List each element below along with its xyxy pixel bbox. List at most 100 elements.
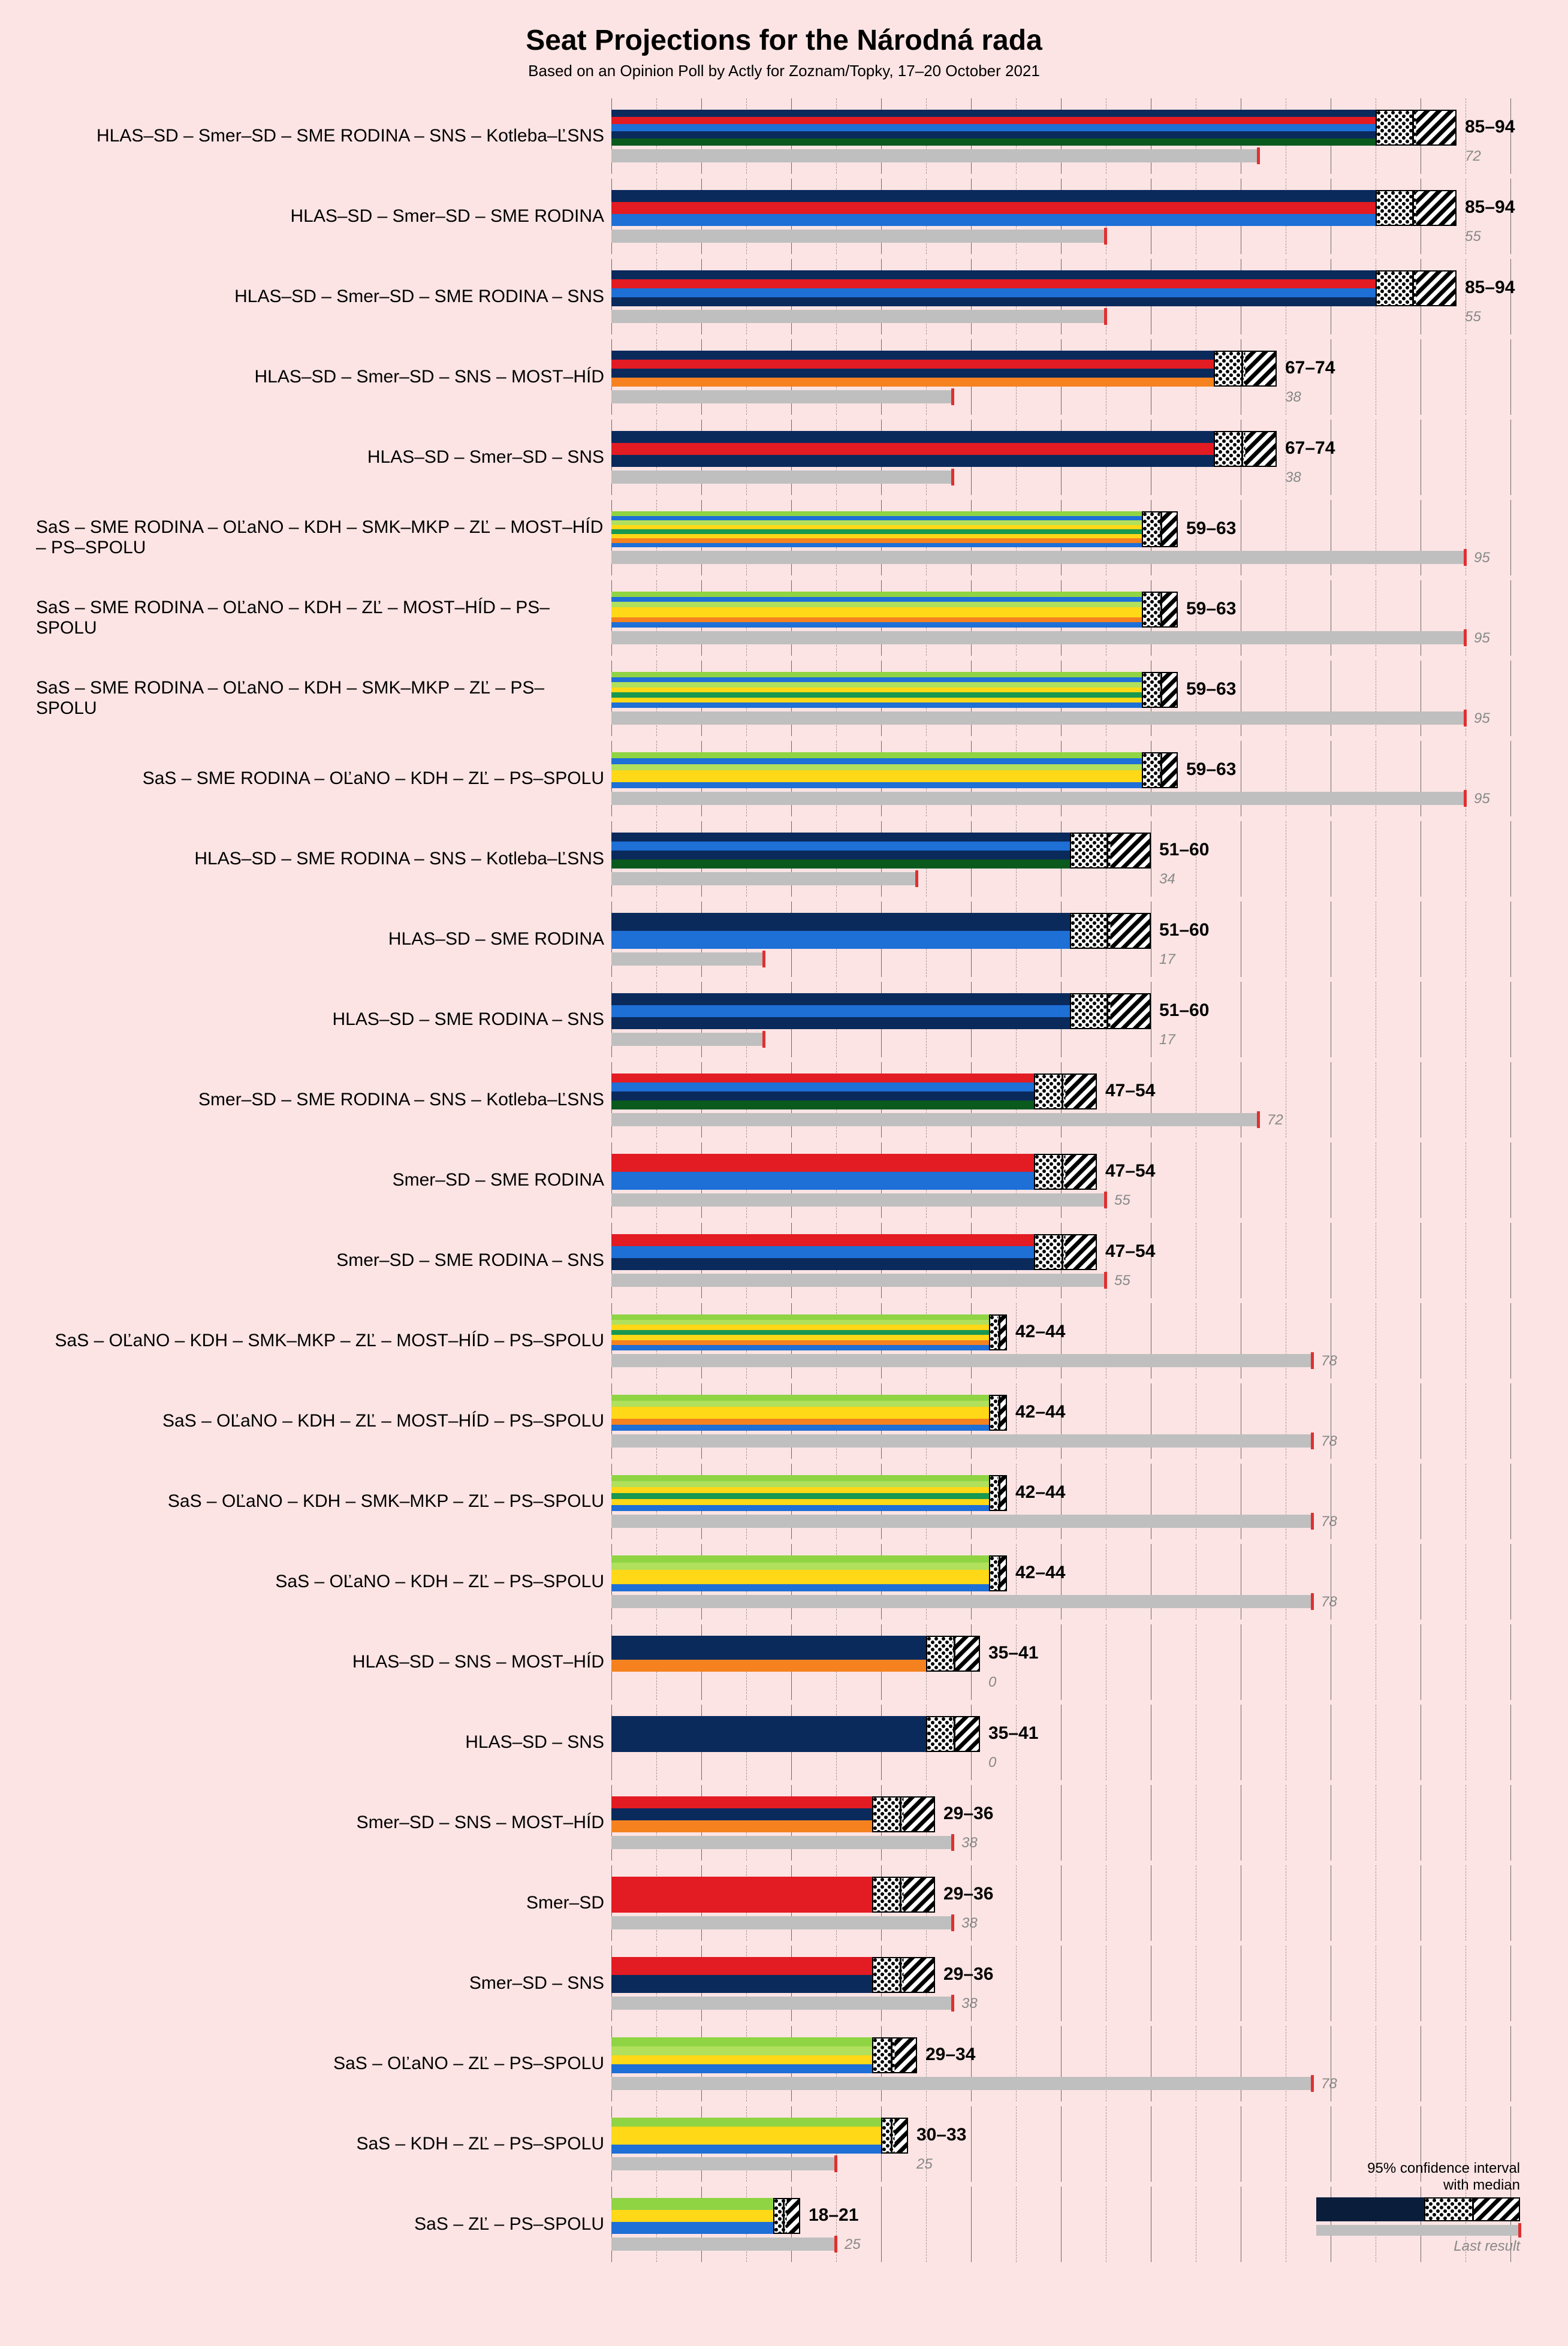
coalition-label: Smer–SD	[36, 1865, 611, 1941]
projection-bar: 29–36	[611, 1877, 872, 1913]
range-label: 29–36	[943, 1804, 993, 1824]
coalition-row: HLAS–SD – SNS – MOST–HÍD35–410	[36, 1624, 1532, 1700]
range-label: 67–74	[1285, 358, 1335, 378]
party-stripe	[611, 1660, 926, 1672]
coalition-row: SaS – SME RODINA – OĽaNO – KDH – ZĽ – MO…	[36, 580, 1532, 656]
range-label: 42–44	[1015, 1402, 1065, 1422]
projection-bar: 67–74	[611, 431, 1214, 467]
projection-bar: 47–54	[611, 1154, 1034, 1190]
range-label: 42–44	[1015, 1322, 1065, 1342]
party-stripe	[611, 698, 1142, 703]
projection-bar: 85–94	[611, 190, 1376, 226]
coalition-row: SaS – SME RODINA – OĽaNO – KDH – SMK–MKP…	[36, 661, 1532, 736]
last-result-label: 72	[1465, 148, 1481, 165]
last-result-bar: 95	[611, 631, 1510, 644]
coalition-label: HLAS–SD – Smer–SD – SME RODINA – SNS	[36, 259, 611, 334]
coalition-label: HLAS–SD – Smer–SD – SME RODINA – SNS – K…	[36, 98, 611, 174]
coalition-label: SaS – SME RODINA – OĽaNO – KDH – ZĽ – PS…	[36, 741, 611, 816]
party-stripe	[611, 1499, 989, 1505]
median-line	[891, 2037, 892, 2073]
party-stripe	[611, 1648, 926, 1660]
party-stripe	[611, 1716, 926, 1734]
last-result-bar: 38	[611, 471, 1510, 484]
party-stripe	[611, 1314, 989, 1320]
party-stripe	[611, 2046, 872, 2055]
last-result-label: 95	[1474, 550, 1490, 566]
last-result-bar: 95	[611, 711, 1510, 725]
median-line	[1062, 1154, 1063, 1190]
coalition-row: HLAS–SD – SME RODINA – SNS51–6017	[36, 982, 1532, 1057]
coalition-label: HLAS–SD – SNS – MOST–HÍD	[36, 1624, 611, 1700]
legend-last-bar	[1316, 2225, 1520, 2236]
party-stripe	[611, 1246, 1034, 1258]
party-stripe	[611, 770, 1142, 776]
party-stripe	[611, 860, 1070, 869]
median-line	[999, 1395, 1000, 1431]
party-stripe	[611, 1975, 872, 1993]
party-stripe	[611, 782, 1142, 788]
confidence-interval	[1376, 190, 1457, 226]
confidence-interval	[872, 1877, 935, 1913]
party-stripe	[611, 1555, 989, 1563]
coalition-label: HLAS–SD – SME RODINA – SNS – Kotleba–ĽSN…	[36, 821, 611, 897]
last-result-label: 95	[1474, 630, 1490, 647]
party-stripe	[611, 682, 1142, 687]
bar-cell: 29–3638	[611, 1946, 1532, 2021]
party-stripe	[611, 1419, 989, 1425]
median-line	[783, 2198, 785, 2234]
party-stripe	[611, 1172, 1034, 1190]
party-stripe	[611, 1154, 1034, 1172]
bar-cell: 59–6395	[611, 661, 1532, 736]
last-result-bar: 17	[611, 1033, 1510, 1046]
median-line	[900, 1877, 901, 1913]
last-result-label: 95	[1474, 791, 1490, 807]
party-stripe	[611, 1340, 989, 1346]
confidence-interval	[1070, 833, 1151, 869]
confidence-interval	[1214, 351, 1277, 387]
range-label: 67–74	[1285, 438, 1335, 459]
party-stripe	[611, 369, 1214, 378]
bar-cell: 47–5455	[611, 1142, 1532, 1218]
coalition-label: SaS – SME RODINA – OĽaNO – KDH – SMK–MKP…	[36, 500, 611, 575]
range-label: 29–36	[943, 1964, 993, 1985]
coalition-row: SaS – KDH – ZĽ – PS–SPOLU30–3325	[36, 2106, 1532, 2182]
party-stripe	[611, 1481, 989, 1487]
coalition-row: Smer–SD29–36 38	[36, 1865, 1532, 1941]
median-line	[1412, 190, 1414, 226]
bar-cell: 59–6395	[611, 741, 1532, 816]
confidence-interval	[1214, 431, 1277, 467]
bar-cell: 51–6034	[611, 821, 1532, 897]
party-stripe	[611, 692, 1142, 698]
last-result-bar: 38	[611, 1916, 1510, 1929]
median-line	[1160, 752, 1162, 788]
confidence-interval	[881, 2118, 908, 2154]
party-stripe	[611, 993, 1070, 1005]
confidence-interval	[989, 1555, 1007, 1591]
median-line	[1106, 833, 1108, 869]
party-stripe	[611, 1505, 989, 1511]
projection-bar: 18–21	[611, 2198, 773, 2234]
bar-cell: 29–3478	[611, 2026, 1532, 2101]
range-label: 59–63	[1186, 518, 1236, 539]
party-stripe	[611, 1493, 989, 1499]
last-result-bar: 78	[611, 1434, 1510, 1448]
bar-cell: 42–4478	[611, 1544, 1532, 1620]
confidence-interval	[1376, 110, 1457, 146]
party-stripe	[611, 1005, 1070, 1017]
party-stripe	[611, 1877, 872, 1913]
party-stripe	[611, 1820, 872, 1832]
party-stripe	[611, 131, 1376, 138]
confidence-interval	[926, 1716, 980, 1752]
coalition-row: Smer–SD – SNS29–3638	[36, 1946, 1532, 2021]
median-line	[1241, 431, 1243, 467]
last-result-label: 38	[1285, 469, 1301, 486]
last-result-bar: 38	[611, 1836, 1510, 1849]
confidence-interval	[872, 1957, 935, 1993]
projection-bar: 85–94	[611, 270, 1376, 306]
last-result-bar: 38	[611, 390, 1510, 403]
last-result-label: 25	[845, 2236, 861, 2253]
bar-cell: 85–9472	[611, 98, 1532, 174]
projection-bar: 59–63	[611, 511, 1142, 547]
party-stripe	[611, 672, 1142, 677]
party-stripe	[611, 138, 1376, 146]
